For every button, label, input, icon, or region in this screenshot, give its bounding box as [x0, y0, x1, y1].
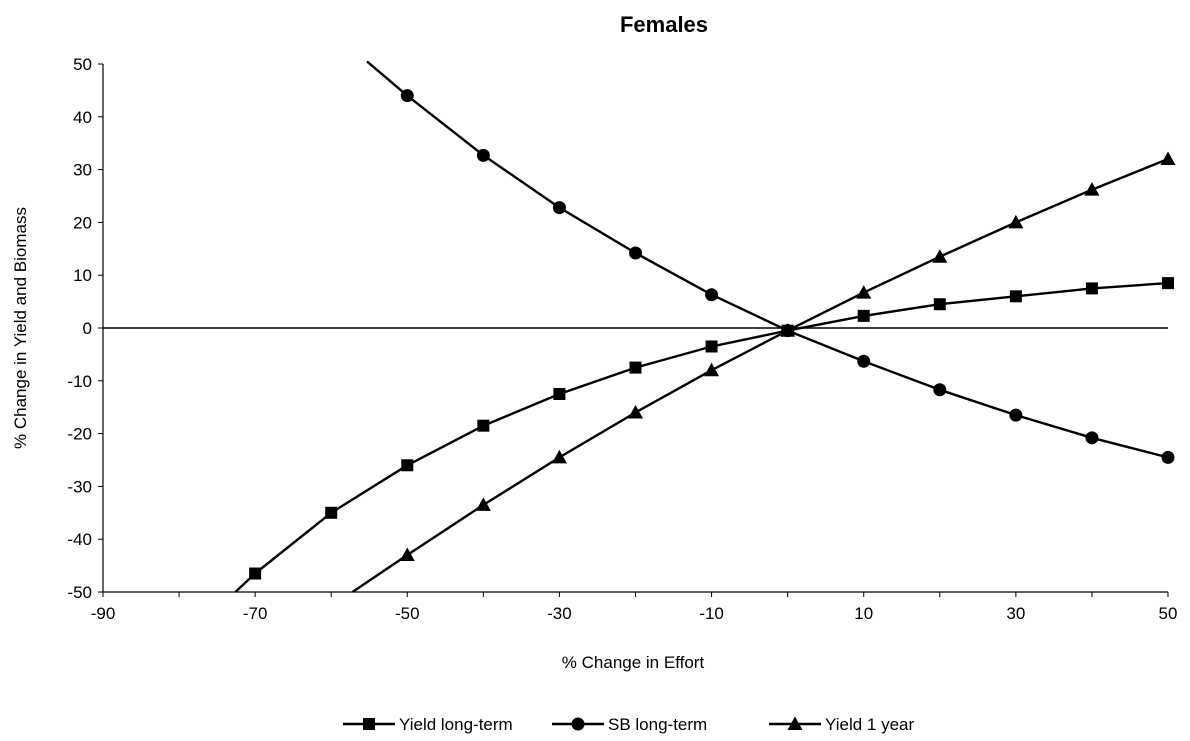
data-point-yield-1-year — [551, 449, 567, 464]
data-point-yield-1-year — [399, 547, 415, 562]
legend-marker-sb-long-term — [571, 717, 585, 731]
legend-marker-yield-long-term — [363, 718, 375, 730]
data-point-sb-long-term — [400, 89, 414, 103]
data-point-yield-long-term — [401, 459, 414, 472]
data-point-yield-long-term — [705, 340, 718, 353]
legend-marker-yield-1-year — [787, 716, 803, 730]
series-line-yield-long-term — [234, 281, 1169, 592]
series-line-yield-1-year — [351, 157, 1169, 592]
data-point-yield-1-year — [856, 285, 872, 299]
y-axis-label: % Change in Yield and Biomass — [11, 207, 30, 449]
data-point-sb-long-term — [1009, 408, 1023, 422]
x-tick-label: -30 — [547, 604, 572, 623]
data-point-yield-1-year — [1084, 182, 1100, 196]
x-tick-label: -10 — [699, 604, 724, 623]
legend-label-sb-long-term: SB long-term — [608, 715, 707, 734]
data-point-sb-long-term — [1161, 450, 1175, 464]
data-point-yield-long-term — [1009, 290, 1022, 303]
data-point-sb-long-term — [476, 148, 490, 162]
y-tick-label: 30 — [73, 161, 92, 180]
x-axis-label: % Change in Effort — [562, 653, 705, 672]
data-point-yield-1-year — [704, 362, 720, 377]
x-tick-label: 50 — [1159, 604, 1178, 623]
x-tick-label: -90 — [91, 604, 116, 623]
data-point-yield-1-year — [1160, 151, 1176, 166]
x-tick-label: 30 — [1006, 604, 1025, 623]
data-point-yield-long-term — [629, 361, 642, 374]
x-tick-label: -50 — [395, 604, 420, 623]
y-tick-label: 50 — [73, 55, 92, 74]
data-point-yield-long-term — [325, 506, 338, 519]
legend: Yield long-term SB long-term Yield 1 year — [343, 715, 914, 734]
data-point-yield-long-term — [857, 309, 870, 322]
y-tick-label: -20 — [67, 425, 92, 444]
data-point-sb-long-term — [552, 201, 566, 215]
y-tick-label: 0 — [83, 319, 92, 338]
data-point-sb-long-term — [933, 383, 947, 397]
data-point-yield-1-year — [780, 323, 796, 337]
y-tick-label: 20 — [73, 213, 92, 232]
data-point-yield-long-term — [249, 567, 262, 580]
y-tick-label: 10 — [73, 266, 92, 285]
legend-label-yield-1-year: Yield 1 year — [825, 715, 914, 734]
data-point-yield-long-term — [477, 419, 490, 432]
y-tick-label: -10 — [67, 372, 92, 391]
data-point-yield-long-term — [1162, 277, 1174, 290]
data-point-sb-long-term — [629, 246, 642, 260]
data-point-sb-long-term — [857, 354, 871, 368]
data-point-yield-1-year — [475, 497, 491, 511]
data-point-sb-long-term — [705, 288, 719, 302]
series-line-sb-long-term — [366, 60, 1169, 459]
data-point-yield-long-term — [933, 298, 946, 311]
data-point-yield-1-year — [932, 249, 948, 263]
y-tick-label: -50 — [67, 583, 92, 602]
data-point-yield-1-year — [628, 404, 643, 419]
data-point-sb-long-term — [1085, 431, 1099, 445]
chart-title: Females — [620, 12, 708, 37]
legend-label-yield-long-term: Yield long-term — [399, 715, 513, 734]
x-tick-label: 10 — [854, 604, 873, 623]
plot-area: 50 40 30 20 10 0 -10 -20 -30 -40 -50 -90 -70 -50 -30 -1… — [67, 55, 1177, 623]
data-point-yield-1-year — [1008, 214, 1024, 229]
x-tick-label: -70 — [243, 604, 268, 623]
y-tick-label: 40 — [73, 108, 92, 127]
y-tick-label: -40 — [67, 530, 92, 549]
data-point-yield-long-term — [553, 388, 566, 400]
y-tick-label: -30 — [67, 477, 92, 496]
data-point-yield-long-term — [1085, 282, 1098, 295]
